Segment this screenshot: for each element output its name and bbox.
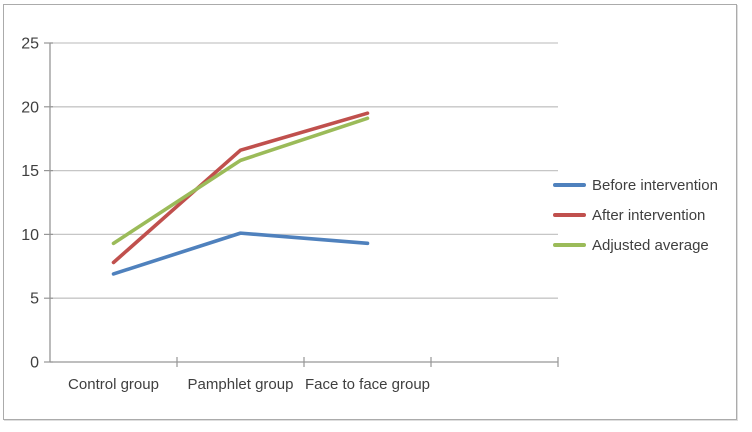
x-axis-label-pamphlet-group: Pamphlet group xyxy=(187,376,294,393)
y-axis-tick-label: 10 xyxy=(21,227,39,244)
legend-line-swatch-red-icon xyxy=(553,213,586,217)
legend: Before intervention After intervention A… xyxy=(553,170,718,260)
legend-line-swatch-green-icon xyxy=(553,243,586,247)
y-axis-tick-label: 0 xyxy=(30,355,39,372)
legend-item-before-intervention: Before intervention xyxy=(553,170,718,200)
y-axis-tick-label: 15 xyxy=(21,163,39,180)
legend-label: After intervention xyxy=(592,206,706,224)
legend-item-after-intervention: After intervention xyxy=(553,200,718,230)
series-line-after-intervention xyxy=(111,111,370,265)
chart-frame xyxy=(3,4,737,420)
y-axis-tick-label: 20 xyxy=(21,99,39,116)
y-axis-tick-label: 25 xyxy=(21,36,39,53)
x-axis-label-control-group: Control group xyxy=(68,376,159,393)
legend-line-swatch-blue-icon xyxy=(553,183,586,187)
series-line-adjusted-average xyxy=(111,116,370,246)
legend-item-adjusted-average: Adjusted average xyxy=(553,230,718,260)
series-line-before-intervention xyxy=(111,231,370,276)
legend-label: Before intervention xyxy=(592,176,718,194)
y-axis-tick-label: 5 xyxy=(30,291,39,308)
legend-label: Adjusted average xyxy=(592,236,709,254)
x-axis-label-face-to-face-group: Face to face group xyxy=(304,376,431,393)
